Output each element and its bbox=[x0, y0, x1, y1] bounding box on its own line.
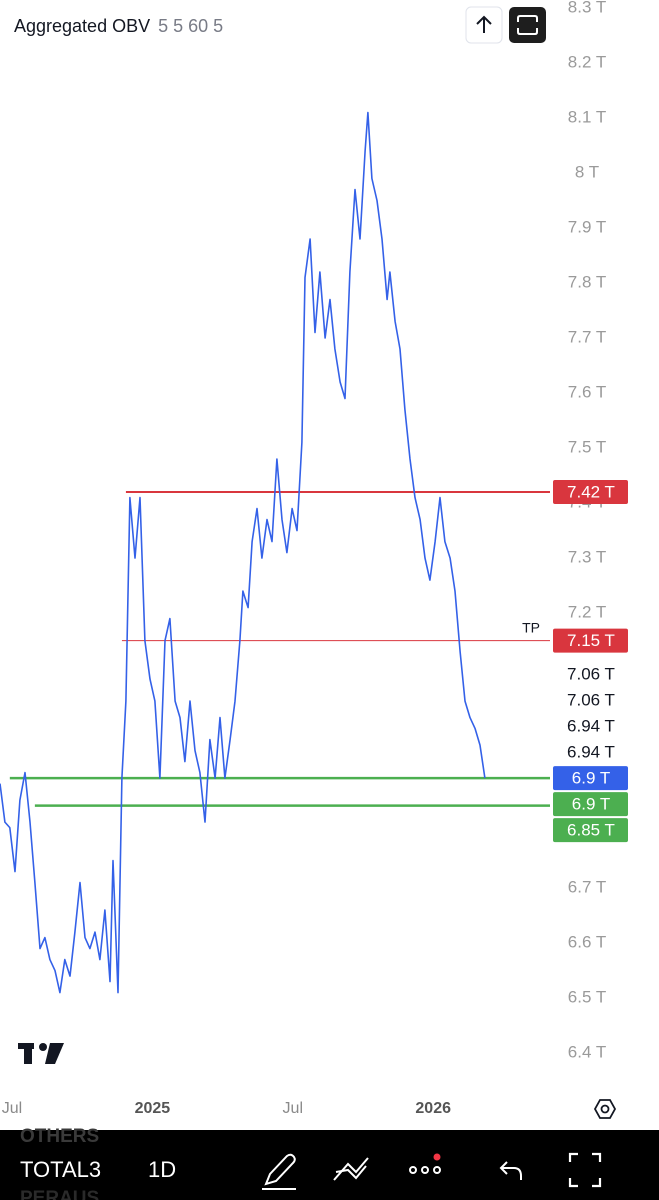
price-label: 6.9 T bbox=[572, 769, 610, 788]
price-labels: 7.42 T 7.15 T 7.06 T 7.06 T 6.94 T 6.94 T 6.9 … bbox=[553, 480, 628, 843]
indicator-title: Aggregated OBV bbox=[14, 16, 150, 36]
undo-button[interactable] bbox=[499, 1161, 522, 1180]
x-tick-label: Jul bbox=[283, 1100, 303, 1117]
hidden-symbol: PERAUS bbox=[20, 1188, 99, 1200]
price-label: 7.42 T bbox=[567, 483, 615, 502]
draw-button[interactable] bbox=[262, 1153, 296, 1190]
y-tick-label: 7.6 T bbox=[568, 383, 606, 402]
toolbar bbox=[0, 1130, 659, 1200]
y-tick-label: 8.2 T bbox=[568, 52, 606, 71]
y-tick-label: 6.4 T bbox=[568, 1043, 606, 1062]
y-tick-label: 7.8 T bbox=[568, 273, 606, 292]
y-tick-label: 6.7 T bbox=[568, 878, 606, 897]
indicator-params: 5 5 60 5 bbox=[158, 16, 223, 36]
y-tick-label: 6.6 T bbox=[568, 933, 606, 952]
y-tick-label: 7.5 T bbox=[568, 438, 606, 457]
x-tick-label: 2026 bbox=[415, 1100, 451, 1117]
y-tick-label: 8.1 T bbox=[568, 107, 606, 126]
price-label: 7.06 T bbox=[567, 691, 615, 710]
price-label-box bbox=[553, 628, 628, 653]
price-label: 6.94 T bbox=[567, 717, 615, 736]
fullscreen-button[interactable] bbox=[509, 7, 546, 43]
hidden-symbol: OTHERS bbox=[20, 1126, 99, 1147]
y-tick-label: 8 T bbox=[575, 162, 599, 181]
price-label-box bbox=[553, 480, 628, 505]
y-tick-label: 7.2 T bbox=[568, 603, 606, 622]
price-label-box bbox=[553, 792, 628, 817]
price-label-box bbox=[553, 818, 628, 843]
y-tick-label: 7.3 T bbox=[568, 548, 606, 567]
y-tick-label: 8.3 T bbox=[568, 0, 606, 16]
y-tick-label: 7.9 T bbox=[568, 217, 606, 236]
y-tick-label: 7.7 T bbox=[568, 328, 606, 347]
price-label: 6.85 T bbox=[567, 821, 615, 840]
price-label: 7.06 T bbox=[567, 665, 615, 684]
price-label: 6.9 T bbox=[572, 795, 610, 814]
price-label-box bbox=[553, 766, 628, 791]
chart: 8.3 T 8.2 T 8.1 T 8 T 7.9 T 7.8 T 7.7 T 7.6 T 7.… bbox=[0, 0, 606, 1117]
tradingview-logo bbox=[18, 1043, 64, 1064]
price-label: 6.94 T bbox=[567, 743, 615, 762]
line-tools-button[interactable] bbox=[333, 1157, 369, 1181]
settings-button[interactable] bbox=[593, 1099, 617, 1119]
fullscreen-toggle[interactable] bbox=[568, 1152, 602, 1188]
annotation: TP bbox=[522, 619, 540, 635]
move-up-button[interactable] bbox=[465, 6, 503, 44]
x-tick-label: 2025 bbox=[135, 1100, 171, 1117]
price-label: 7.15 T bbox=[567, 631, 615, 650]
y-tick-label: 6.5 T bbox=[568, 988, 606, 1007]
interval-button[interactable]: 1D bbox=[148, 1157, 176, 1182]
more-button[interactable] bbox=[409, 1153, 441, 1174]
obv-line bbox=[0, 111, 486, 994]
x-tick-label: Jul bbox=[2, 1100, 22, 1117]
symbol-button[interactable]: TOTAL3 bbox=[20, 1157, 101, 1182]
